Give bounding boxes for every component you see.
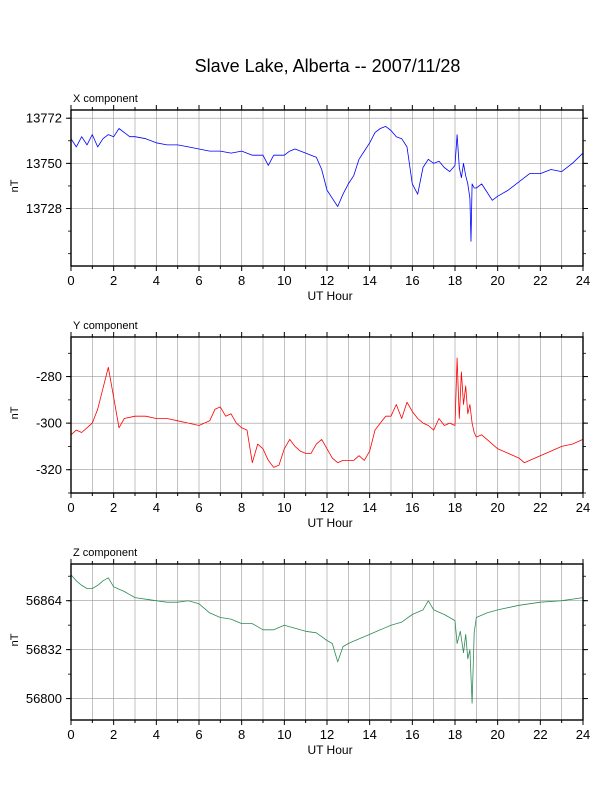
x-tick-label: 4: [153, 727, 160, 742]
x-tick-label: 16: [405, 273, 419, 288]
x-tick-label: 10: [277, 500, 291, 515]
x-tick-label: 2: [110, 727, 117, 742]
x-axis-label: UT Hour: [307, 516, 352, 530]
y-tick-label: 56864: [26, 593, 62, 608]
x-tick-label: 20: [490, 500, 504, 515]
y-tick-label: 56800: [26, 691, 62, 706]
y-tick-label: 56832: [26, 642, 62, 657]
x-tick-label: 2: [110, 273, 117, 288]
x-tick-label: 24: [576, 727, 590, 742]
panel-title: Y component: [73, 320, 138, 332]
x-tick-label: 18: [448, 500, 462, 515]
x-tick-label: 20: [490, 273, 504, 288]
x-tick-label: 14: [362, 727, 376, 742]
x-tick-label: 20: [490, 727, 504, 742]
x-tick-label: 8: [238, 727, 245, 742]
x-tick-label: 2: [110, 500, 117, 515]
x-tick-label: 14: [362, 500, 376, 515]
y-axis-label: nT: [9, 179, 21, 192]
y-axis-label: nT: [9, 633, 21, 646]
panel-title: X component: [73, 93, 138, 105]
x-tick-label: 16: [405, 727, 419, 742]
page-title: Slave Lake, Alberta -- 2007/11/28: [194, 56, 461, 76]
series-line: [70, 357, 584, 468]
x-tick-label: 12: [320, 727, 334, 742]
y-tick-label: -280: [36, 369, 62, 384]
x-tick-label: 10: [277, 727, 291, 742]
y-tick-label: 13772: [26, 111, 62, 126]
x-tick-label: 10: [277, 273, 291, 288]
y-axis-label: nT: [9, 406, 21, 419]
x-tick-label: 8: [238, 273, 245, 288]
x-tick-label: 12: [320, 500, 334, 515]
x-tick-label: 4: [153, 273, 160, 288]
x-tick-label: 8: [238, 500, 245, 515]
x-tick-label: 14: [362, 273, 376, 288]
y-tick-label: -320: [36, 462, 62, 477]
x-tick-label: 4: [153, 500, 160, 515]
x-axis-label: UT Hour: [307, 743, 352, 757]
x-tick-label: 18: [448, 273, 462, 288]
x-tick-label: 22: [533, 727, 547, 742]
panel-title: Z component: [73, 547, 137, 559]
x-tick-label: 0: [67, 727, 74, 742]
x-tick-label: 22: [533, 500, 547, 515]
x-tick-label: 6: [195, 273, 202, 288]
x-tick-label: 24: [576, 500, 590, 515]
x-tick-label: 0: [67, 273, 74, 288]
series-line: [70, 574, 584, 704]
x-tick-label: 12: [320, 273, 334, 288]
y-tick-label: 13728: [26, 201, 62, 216]
x-axis-label: UT Hour: [307, 289, 352, 303]
x-tick-label: 16: [405, 500, 419, 515]
x-tick-label: 6: [195, 727, 202, 742]
x-tick-label: 0: [67, 500, 74, 515]
y-tick-label: 13750: [26, 156, 62, 171]
y-tick-label: -300: [36, 416, 62, 431]
series-line: [70, 126, 584, 242]
x-tick-label: 22: [533, 273, 547, 288]
x-tick-label: 24: [576, 273, 590, 288]
x-tick-label: 6: [195, 500, 202, 515]
x-tick-label: 18: [448, 727, 462, 742]
